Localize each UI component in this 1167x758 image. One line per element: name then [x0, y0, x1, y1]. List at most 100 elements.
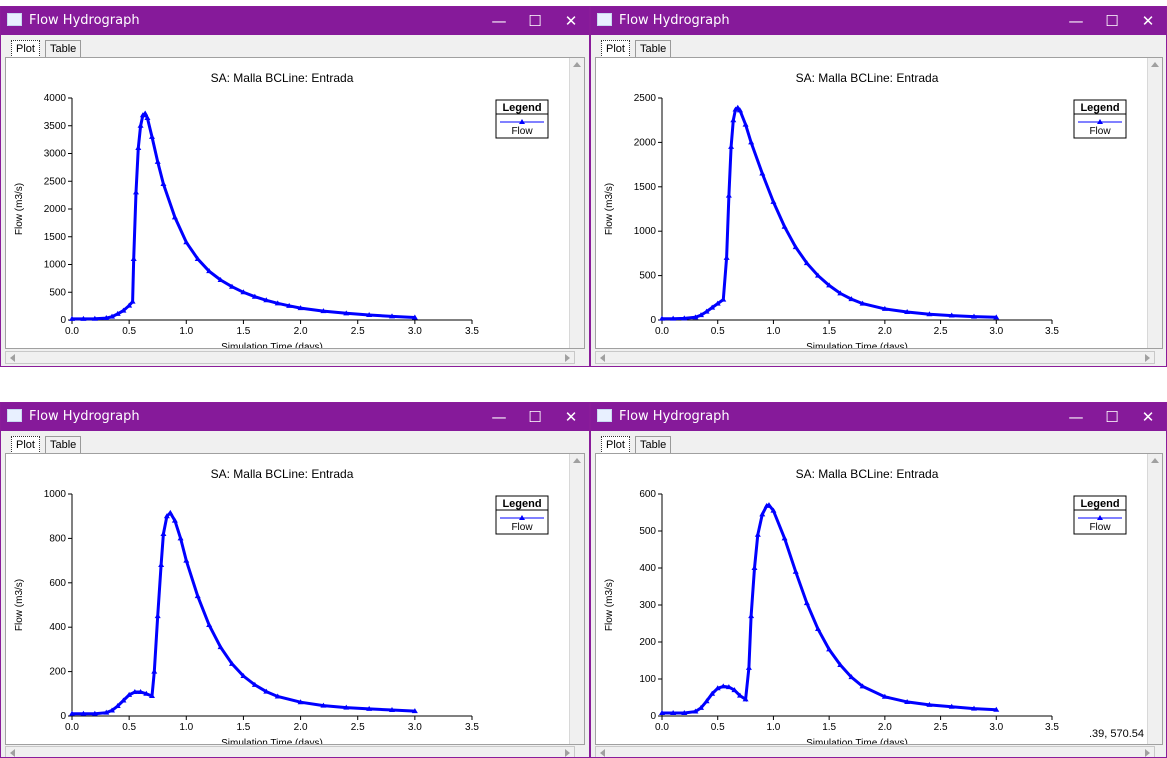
- flow-data-point: [130, 255, 137, 261]
- flow-data-point: [670, 315, 677, 321]
- hydrograph-app-icon: [597, 13, 612, 26]
- flow-series-line: [662, 105, 997, 321]
- flow-data-point: [770, 198, 777, 204]
- flow-data-point: [826, 646, 833, 652]
- horizontal-scrollbar[interactable]: [5, 746, 575, 757]
- window-title: Flow Hydrograph: [619, 409, 730, 424]
- title-bar[interactable]: Flow Hydrograph — ☐ ✕: [591, 7, 1166, 35]
- flow-data-point: [754, 531, 761, 537]
- horizontal-scrollbar[interactable]: [595, 746, 1155, 757]
- flow-data-point: [734, 104, 741, 110]
- hydrograph-chart: SA: Malla BCLine: Entrada 0.0 0.5 1.0 1.5 2.0…: [604, 71, 1127, 348]
- tab-table[interactable]: Table: [45, 40, 82, 57]
- y-axis-label: Flow (m3/s): [604, 579, 615, 631]
- scroll-right-arrow-icon[interactable]: [565, 354, 570, 362]
- scroll-up-arrow-icon[interactable]: [573, 62, 581, 67]
- scroll-up-arrow-icon[interactable]: [1151, 458, 1159, 463]
- flow-data-point: [826, 282, 833, 288]
- x-tick-label: 2.0: [294, 722, 308, 733]
- flow-data-point: [171, 214, 178, 220]
- vertical-scrollbar[interactable]: [569, 58, 584, 348]
- flow-data-point: [751, 565, 758, 570]
- scroll-left-arrow-icon[interactable]: [10, 749, 15, 757]
- scroll-left-arrow-icon[interactable]: [10, 354, 15, 362]
- flow-data-point: [126, 691, 133, 697]
- tab-plot[interactable]: Plot: [601, 436, 630, 454]
- close-button[interactable]: ✕: [1141, 408, 1155, 426]
- window-title: Flow Hydrograph: [29, 409, 140, 424]
- flow-data-point: [848, 674, 855, 680]
- legend-flow-marker: [1097, 515, 1103, 520]
- flow-data-point: [163, 513, 170, 519]
- vertical-scrollbar[interactable]: [1147, 454, 1162, 744]
- maximize-button[interactable]: ☐: [1105, 12, 1119, 30]
- flow-data-point: [993, 314, 1000, 320]
- x-tick-label: 3.5: [1045, 722, 1059, 733]
- legend-flow-marker: [1097, 119, 1103, 124]
- y-tick-label: 4000: [44, 93, 67, 104]
- minimize-button[interactable]: —: [1068, 408, 1084, 426]
- flow-data-point: [781, 223, 788, 229]
- flow-data-point: [904, 309, 911, 315]
- tab-table[interactable]: Table: [45, 436, 82, 453]
- tab-plot[interactable]: Plot: [11, 40, 40, 58]
- minimize-button[interactable]: —: [491, 408, 507, 426]
- tab-plot[interactable]: Plot: [11, 436, 40, 454]
- minimize-button[interactable]: —: [1068, 12, 1084, 30]
- flow-data-point: [137, 689, 144, 695]
- flow-data-point: [859, 300, 866, 306]
- horizontal-scrollbar[interactable]: [595, 351, 1155, 364]
- hydrograph-chart: SA: Malla BCLine: Entrada 0.0 0.5 1.0 1.5 2.0…: [604, 467, 1127, 744]
- tab-plot[interactable]: Plot: [601, 40, 630, 58]
- tab-table[interactable]: Table: [635, 436, 672, 453]
- plot-area: SA: Malla BCLine: Entrada 0.0 0.5 1.0 1.5 2.0…: [5, 453, 585, 745]
- title-bar[interactable]: Flow Hydrograph — ☐ ✕: [1, 403, 589, 431]
- scroll-left-arrow-icon[interactable]: [600, 354, 605, 362]
- flow-data-point: [194, 255, 201, 261]
- scroll-right-arrow-icon[interactable]: [1145, 354, 1150, 362]
- flow-data-point: [723, 254, 730, 260]
- scroll-right-arrow-icon[interactable]: [565, 749, 570, 757]
- title-bar[interactable]: Flow Hydrograph — ☐ ✕: [591, 403, 1166, 431]
- y-tick-label: 2000: [634, 137, 657, 148]
- title-bar[interactable]: Flow Hydrograph — ☐ ✕: [1, 7, 589, 35]
- vertical-scrollbar[interactable]: [1147, 58, 1162, 348]
- flow-data-point: [859, 683, 866, 689]
- flow-hydrograph-window: Flow Hydrograph — ☐ ✕ Plot Table SA: Mal…: [590, 6, 1167, 367]
- y-tick-label: 1500: [44, 232, 67, 243]
- minimize-button[interactable]: —: [491, 12, 507, 30]
- x-tick-label: 1.0: [766, 722, 780, 733]
- flow-data-point: [815, 626, 821, 632]
- window-title: Flow Hydrograph: [29, 13, 140, 28]
- close-button[interactable]: ✕: [1141, 12, 1155, 30]
- flow-data-point: [229, 283, 235, 289]
- flow-data-point: [114, 310, 121, 316]
- legend-flow-marker: [519, 515, 525, 520]
- flow-data-point: [158, 562, 165, 568]
- scroll-left-arrow-icon[interactable]: [600, 749, 605, 757]
- maximize-button[interactable]: ☐: [528, 12, 542, 30]
- x-tick-label: 2.5: [351, 326, 365, 337]
- maximize-button[interactable]: ☐: [528, 408, 542, 426]
- hydrograph-chart: SA: Malla BCLine: Entrada 0.0 0.5 1.0 1.5 2.0…: [14, 71, 549, 348]
- close-button[interactable]: ✕: [564, 408, 578, 426]
- hydrograph-chart: SA: Malla BCLine: Entrada 0.0 0.5 1.0 1.5 2.0…: [14, 467, 549, 744]
- close-button[interactable]: ✕: [564, 12, 578, 30]
- scroll-right-arrow-icon[interactable]: [1145, 749, 1150, 757]
- maximize-button[interactable]: ☐: [1105, 408, 1119, 426]
- flow-data-point: [286, 302, 293, 308]
- flow-data-point: [160, 530, 167, 536]
- x-tick-label: 1.5: [236, 326, 250, 337]
- flow-data-point: [274, 693, 281, 699]
- tab-table[interactable]: Table: [635, 40, 672, 57]
- flow-data-point: [765, 502, 772, 508]
- scroll-up-arrow-icon[interactable]: [573, 458, 581, 463]
- scroll-up-arrow-icon[interactable]: [1151, 62, 1159, 67]
- flow-data-point: [183, 557, 190, 563]
- plot-area: SA: Malla BCLine: Entrada 0.0 0.5 1.0 1.5 2.0…: [5, 57, 585, 349]
- flow-data-point: [792, 568, 799, 574]
- x-tick-label: 2.5: [934, 326, 948, 337]
- vertical-scrollbar[interactable]: [569, 454, 584, 744]
- horizontal-scrollbar[interactable]: [5, 351, 575, 364]
- flow-data-point: [154, 158, 161, 164]
